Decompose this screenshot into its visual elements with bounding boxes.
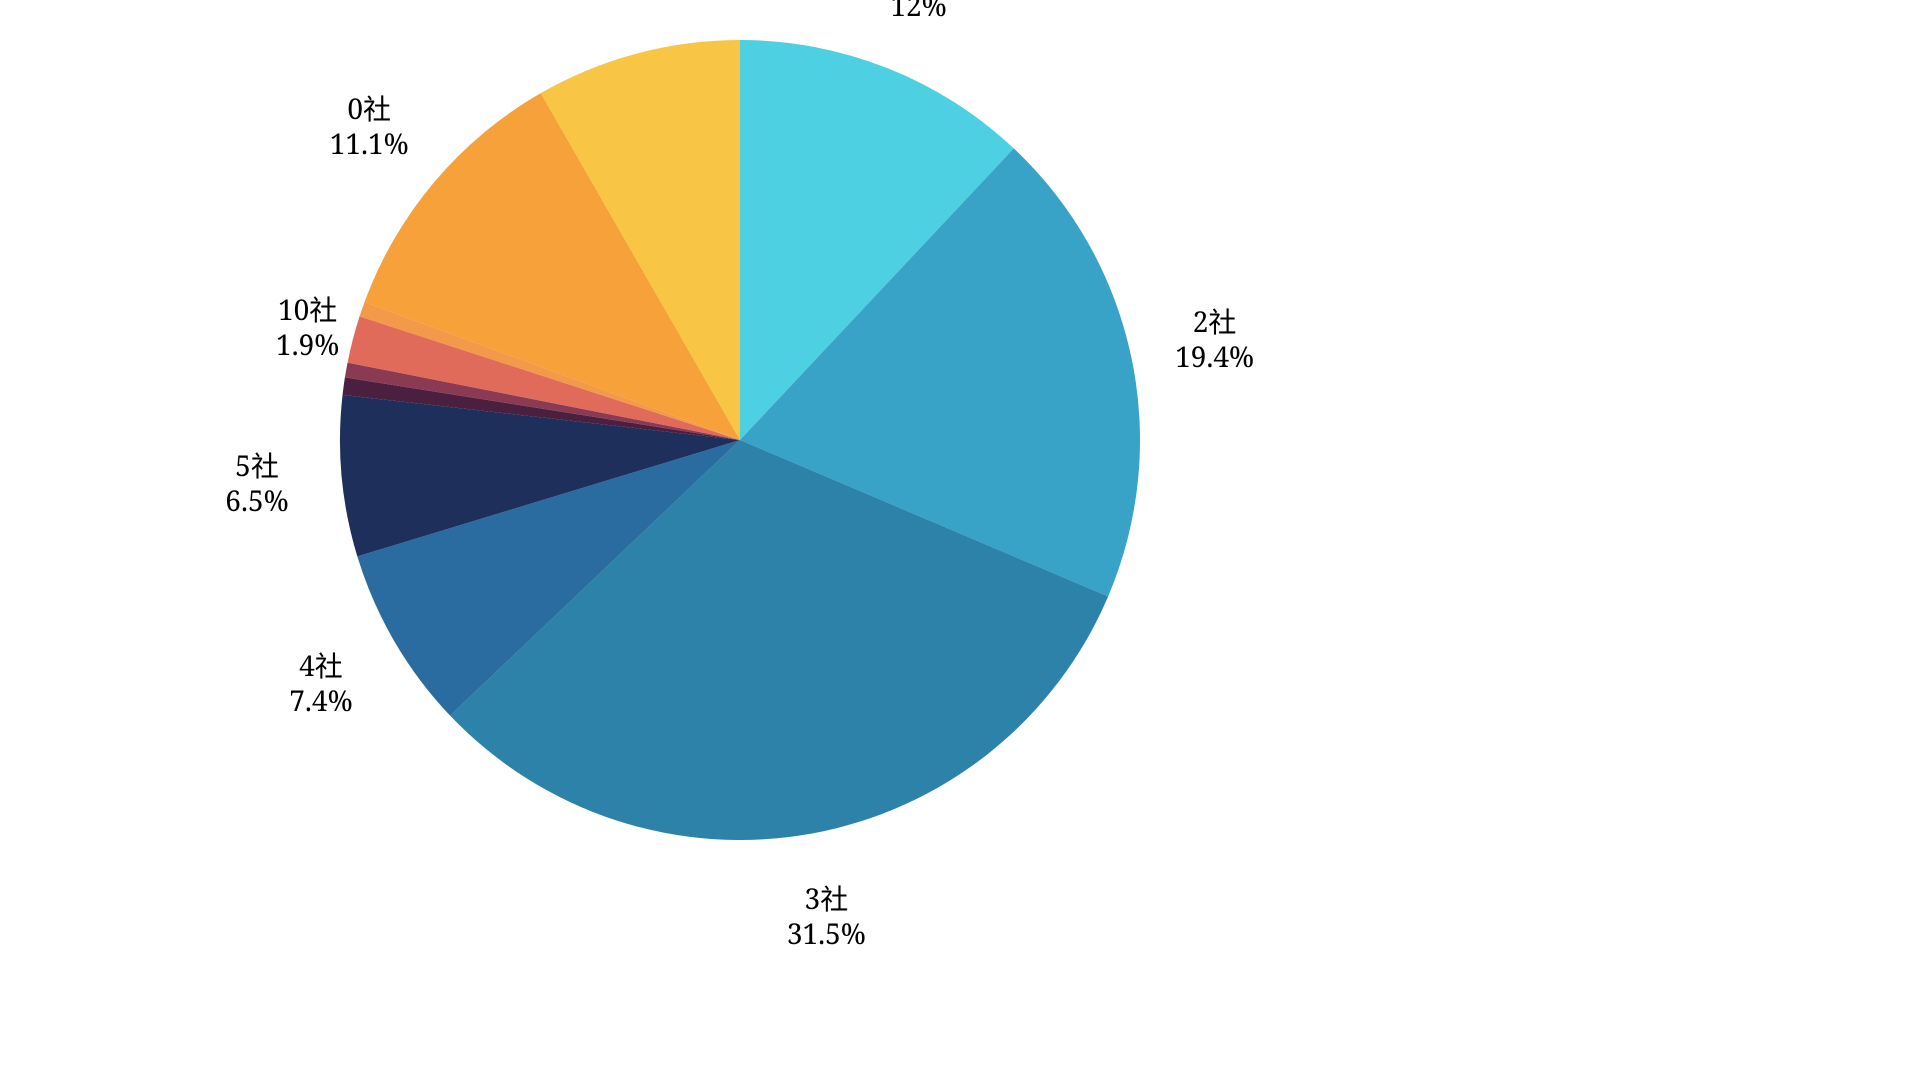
pie-chart-svg <box>0 0 1920 1080</box>
pie-chart-container: 1社12%2社19.4%3社31.5%4社7.4%5社6.5%10社1.9%0社… <box>0 0 1920 1080</box>
